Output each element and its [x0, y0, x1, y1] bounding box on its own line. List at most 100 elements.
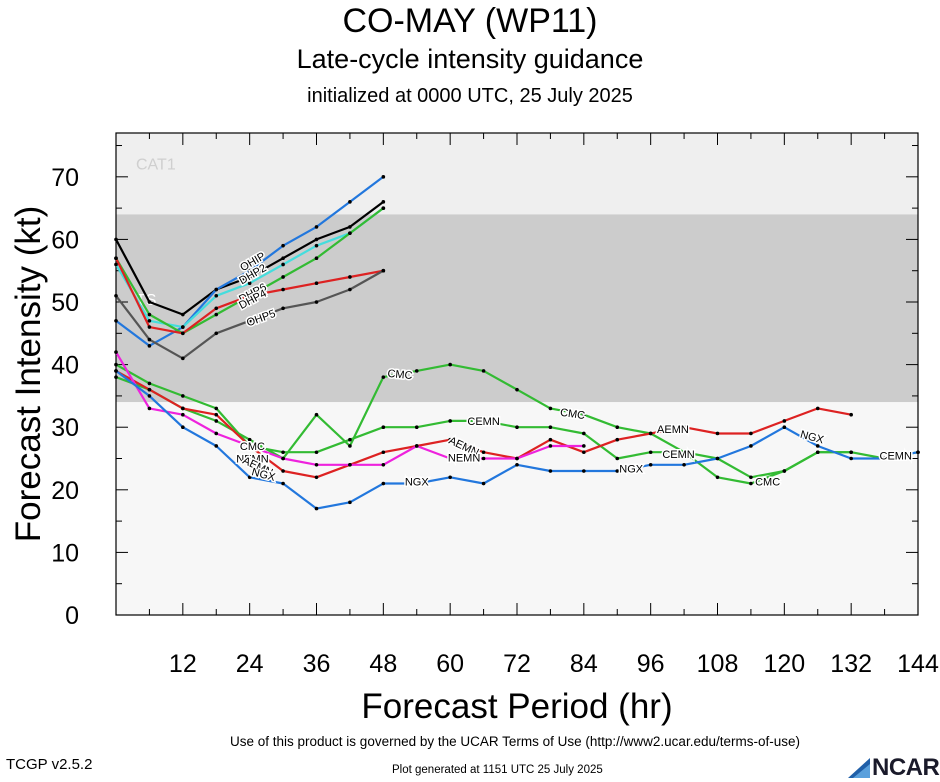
data-point: [214, 412, 219, 417]
x-tick-label: 12: [169, 650, 197, 678]
series-label: CMC: [387, 368, 413, 382]
data-point: [114, 350, 118, 354]
x-tick-label: 96: [637, 650, 665, 678]
data-point: [715, 431, 720, 436]
data-point: [414, 369, 419, 373]
data-point: [247, 444, 252, 448]
data-point: [214, 406, 219, 411]
data-point: [782, 419, 787, 423]
data-point: [582, 444, 586, 448]
data-point: [615, 425, 620, 430]
data-point: [548, 444, 553, 448]
data-point: [281, 481, 285, 486]
data-point: [247, 281, 252, 286]
data-point: [114, 237, 118, 242]
data-point: [314, 506, 319, 511]
data-point: [682, 425, 686, 430]
data-point: [314, 475, 319, 480]
data-point: [849, 456, 853, 461]
series-label: CEMN: [880, 450, 912, 462]
data-point: [548, 425, 553, 430]
data-point: [147, 394, 152, 398]
data-point: [448, 475, 452, 480]
x-tick-label: 72: [503, 650, 531, 678]
data-point: [181, 425, 185, 430]
data-point: [348, 500, 352, 505]
data-point: [147, 406, 152, 411]
data-point: [114, 375, 118, 379]
data-point: [548, 406, 553, 411]
series-label: CMC: [559, 407, 586, 422]
data-point: [648, 450, 653, 455]
y-tick-label: 10: [51, 539, 79, 567]
data-point: [247, 275, 252, 279]
intensity-band: [116, 402, 918, 615]
data-point: [247, 318, 252, 323]
data-point: [815, 444, 820, 448]
data-point: [481, 419, 486, 423]
data-point: [281, 450, 285, 455]
data-point: [281, 287, 285, 292]
data-point: [582, 412, 586, 417]
data-point: [314, 243, 319, 248]
data-point: [715, 456, 720, 461]
data-point: [448, 437, 452, 442]
terms-of-use: Use of this product is governed by the U…: [230, 734, 800, 749]
series-label: CEMN: [662, 449, 694, 461]
x-tick-label: 24: [236, 650, 264, 678]
data-point: [548, 469, 553, 473]
data-point: [147, 312, 152, 317]
data-point: [515, 456, 519, 461]
series-label: AEMN: [657, 424, 689, 436]
data-point: [882, 456, 887, 461]
data-point: [181, 312, 185, 317]
intensity-band: [116, 133, 918, 215]
series-label: NGX: [619, 464, 644, 476]
data-point: [281, 469, 285, 473]
data-point: [749, 444, 753, 448]
data-point: [281, 262, 285, 267]
chart-title: CO-MAY (WP11): [342, 2, 598, 40]
data-point: [348, 444, 352, 448]
data-point: [481, 456, 486, 461]
data-point: [381, 450, 386, 455]
data-point: [214, 306, 219, 311]
data-point: [615, 437, 620, 442]
data-point: [114, 318, 118, 323]
data-point: [749, 475, 753, 480]
series-label: NGX: [405, 477, 430, 489]
data-point: [281, 243, 285, 248]
data-point: [281, 456, 285, 461]
data-point: [181, 331, 185, 336]
data-point: [214, 293, 219, 298]
data-point: [281, 306, 285, 311]
chart-subtitle: Late-cycle intensity guidance: [296, 44, 644, 74]
ncar-logo: NCAR: [848, 754, 940, 781]
data-point: [348, 275, 352, 279]
data-point: [849, 450, 853, 455]
data-point: [181, 406, 185, 411]
data-point: [348, 231, 352, 235]
data-point: [214, 312, 219, 317]
version-label: TCGP v2.5.2: [6, 756, 93, 773]
y-tick-label: 20: [51, 477, 79, 505]
data-point: [481, 369, 486, 373]
x-tick-label: 48: [369, 650, 397, 678]
data-point: [715, 475, 720, 480]
data-point: [782, 425, 787, 430]
data-point: [314, 412, 319, 417]
data-point: [582, 450, 586, 455]
series-label: NEMN: [236, 454, 268, 466]
data-point: [214, 287, 219, 292]
data-point: [348, 200, 352, 204]
data-point: [348, 462, 352, 467]
y-tick-label: 70: [51, 164, 79, 192]
y-axis-label: Forecast Intensity (kt): [9, 206, 48, 542]
data-point: [414, 425, 419, 430]
data-point: [214, 419, 219, 423]
data-point: [381, 175, 386, 179]
x-tick-label: 84: [570, 650, 598, 678]
data-point: [682, 462, 686, 467]
x-axis-label: Forecast Period (hr): [361, 687, 672, 726]
data-point: [147, 381, 152, 386]
